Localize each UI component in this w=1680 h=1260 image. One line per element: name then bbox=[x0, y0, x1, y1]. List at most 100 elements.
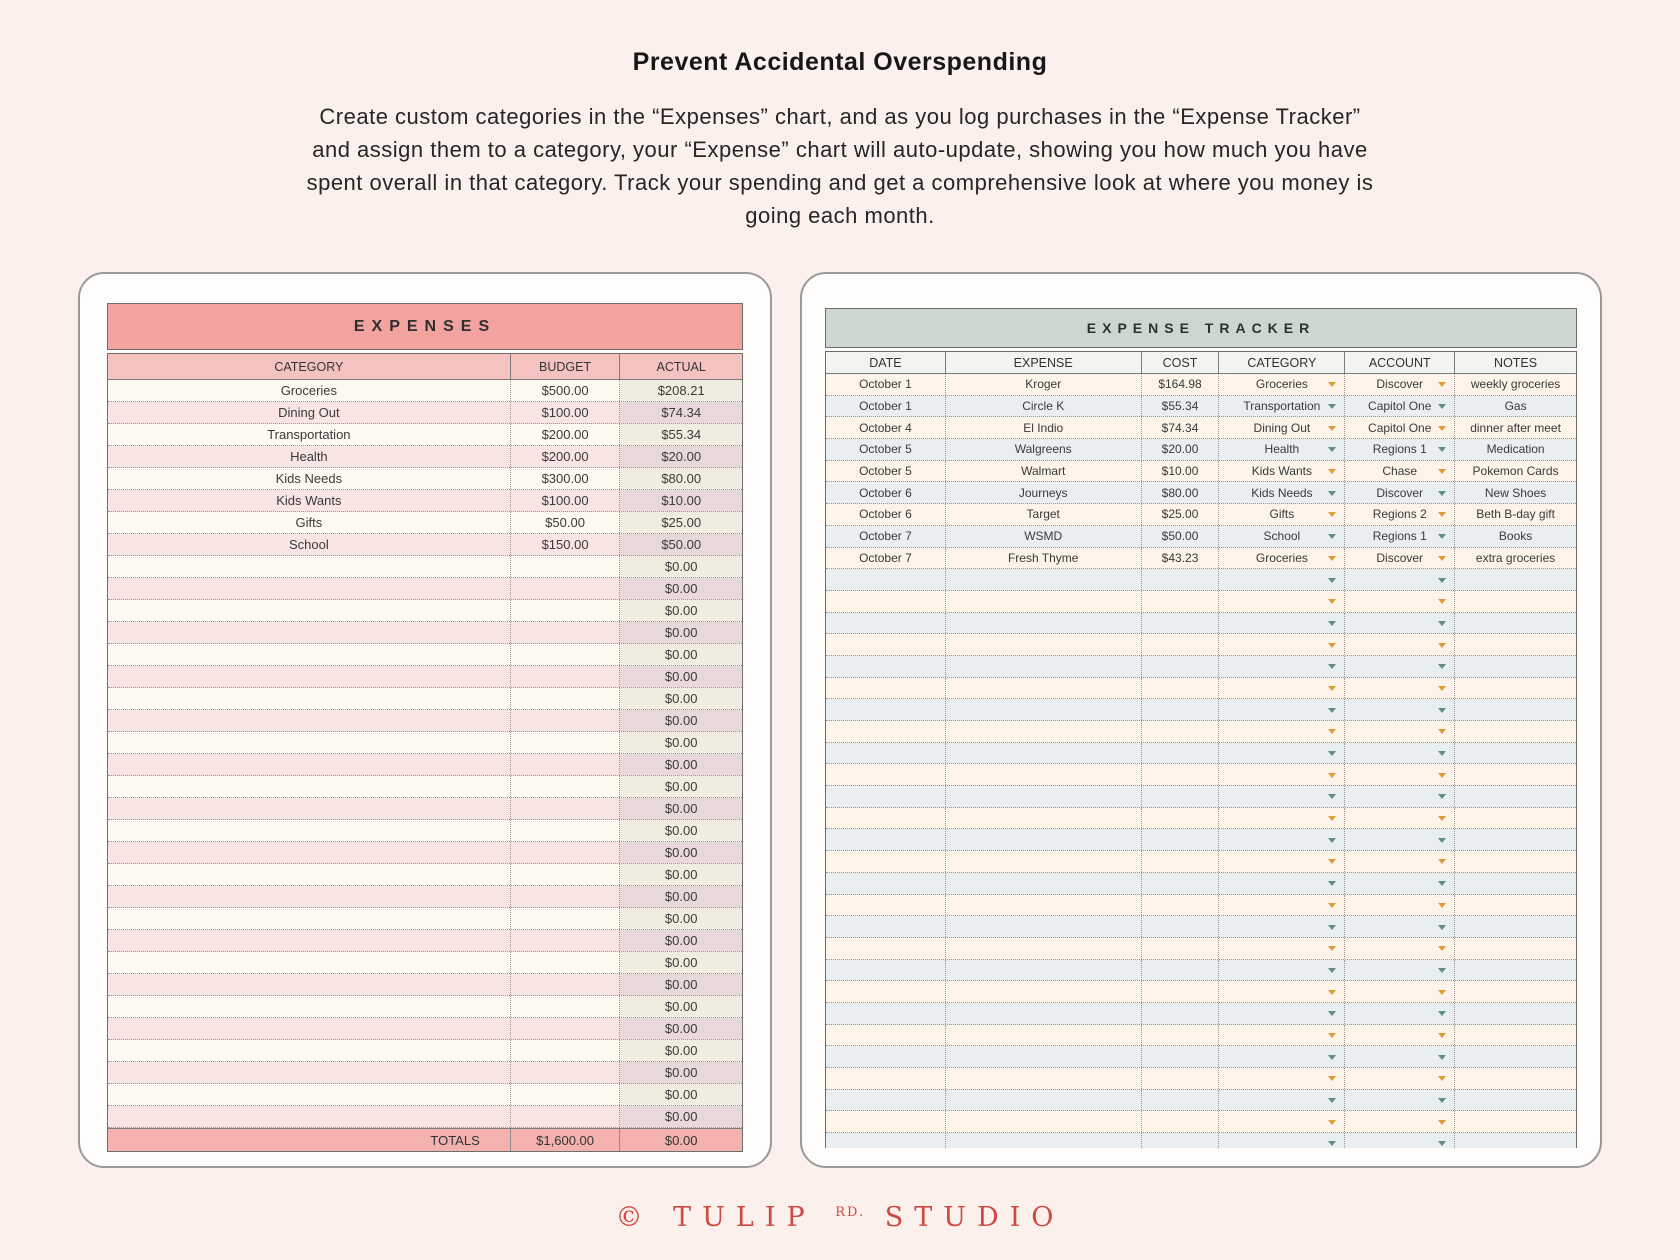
notes-cell[interactable] bbox=[1455, 808, 1576, 829]
category-cell[interactable] bbox=[1219, 1111, 1346, 1133]
notes-cell[interactable] bbox=[1455, 1090, 1576, 1111]
account-cell[interactable] bbox=[1345, 1133, 1456, 1148]
notes-cell[interactable] bbox=[1455, 1003, 1576, 1024]
dropdown-arrow-icon[interactable] bbox=[1438, 729, 1447, 735]
dropdown-arrow-icon[interactable] bbox=[1328, 664, 1337, 670]
dropdown-arrow-icon[interactable] bbox=[1438, 1011, 1447, 1017]
dropdown-arrow-icon[interactable] bbox=[1438, 989, 1447, 995]
category-cell[interactable]: Transportation bbox=[1219, 395, 1346, 417]
dropdown-arrow-icon[interactable] bbox=[1328, 1032, 1337, 1038]
category-cell[interactable] bbox=[1219, 981, 1346, 1002]
category-cell[interactable] bbox=[108, 644, 511, 665]
category-cell[interactable]: Transportation bbox=[108, 424, 511, 445]
dropdown-arrow-icon[interactable] bbox=[1328, 404, 1337, 410]
dropdown-arrow-icon[interactable] bbox=[1328, 902, 1337, 908]
category-cell[interactable] bbox=[1219, 916, 1346, 937]
category-cell[interactable] bbox=[108, 622, 511, 643]
category-cell[interactable] bbox=[1219, 894, 1346, 916]
category-cell[interactable]: School bbox=[1219, 525, 1346, 547]
notes-cell[interactable] bbox=[1455, 678, 1576, 699]
notes-cell[interactable] bbox=[1455, 764, 1576, 785]
dropdown-arrow-icon[interactable] bbox=[1438, 664, 1447, 670]
dropdown-arrow-icon[interactable] bbox=[1328, 1054, 1337, 1060]
notes-cell[interactable] bbox=[1455, 613, 1576, 634]
budget-cell[interactable] bbox=[511, 996, 621, 1017]
cost-cell[interactable]: $164.98 bbox=[1142, 374, 1220, 395]
date-cell[interactable] bbox=[826, 786, 946, 807]
dropdown-arrow-icon[interactable] bbox=[1328, 751, 1337, 757]
category-cell[interactable] bbox=[1219, 699, 1346, 720]
budget-cell[interactable] bbox=[511, 622, 621, 643]
dropdown-arrow-icon[interactable] bbox=[1438, 469, 1447, 475]
account-cell[interactable] bbox=[1345, 569, 1456, 590]
expense-cell[interactable]: Circle K bbox=[946, 395, 1142, 417]
cost-cell[interactable]: $55.34 bbox=[1142, 395, 1220, 417]
category-cell[interactable] bbox=[108, 1106, 511, 1127]
notes-cell[interactable]: Books bbox=[1498, 529, 1533, 544]
budget-cell[interactable] bbox=[511, 1062, 621, 1083]
category-cell[interactable] bbox=[1219, 655, 1346, 677]
date-cell[interactable] bbox=[826, 764, 946, 786]
account-cell[interactable] bbox=[1345, 786, 1456, 807]
cost-cell[interactable] bbox=[1142, 981, 1220, 1002]
category-cell[interactable] bbox=[1219, 569, 1346, 590]
actual-cell[interactable]: $74.34 bbox=[620, 402, 742, 423]
category-cell[interactable]: Kids Wants bbox=[1219, 460, 1346, 482]
category-cell[interactable] bbox=[1219, 1046, 1346, 1067]
cost-cell[interactable]: $20.00 bbox=[1142, 439, 1220, 460]
cost-cell[interactable] bbox=[1142, 851, 1220, 872]
account-cell[interactable] bbox=[1345, 981, 1456, 1002]
account-cell[interactable] bbox=[1345, 851, 1456, 872]
dropdown-arrow-icon[interactable] bbox=[1438, 707, 1447, 713]
date-cell[interactable] bbox=[826, 655, 946, 677]
account-cell[interactable] bbox=[1345, 721, 1456, 742]
notes-cell[interactable] bbox=[1455, 786, 1576, 807]
dropdown-arrow-icon[interactable] bbox=[1438, 1141, 1447, 1147]
dropdown-arrow-icon[interactable] bbox=[1438, 772, 1447, 778]
actual-cell[interactable]: $80.00 bbox=[620, 468, 742, 489]
category-cell[interactable] bbox=[1219, 764, 1346, 786]
actual-cell[interactable]: $0.00 bbox=[620, 1040, 742, 1061]
account-cell[interactable] bbox=[1345, 590, 1456, 612]
actual-cell[interactable]: $0.00 bbox=[620, 908, 742, 929]
dropdown-arrow-icon[interactable] bbox=[1328, 512, 1337, 518]
account-cell[interactable] bbox=[1345, 937, 1456, 959]
dropdown-arrow-icon[interactable] bbox=[1328, 447, 1337, 453]
account-cell[interactable] bbox=[1345, 677, 1456, 699]
expense-cell[interactable] bbox=[946, 612, 1142, 634]
category-cell[interactable] bbox=[1219, 829, 1346, 851]
category-cell[interactable] bbox=[108, 556, 511, 577]
cost-cell[interactable] bbox=[1142, 721, 1220, 742]
dropdown-arrow-icon[interactable] bbox=[1328, 685, 1337, 691]
date-cell[interactable]: October 1 bbox=[826, 395, 946, 417]
notes-cell[interactable] bbox=[1455, 895, 1576, 916]
account-cell[interactable]: Discover bbox=[1345, 547, 1456, 569]
actual-cell[interactable]: $0.00 bbox=[620, 776, 742, 797]
category-cell[interactable]: Groceries bbox=[108, 380, 511, 401]
category-cell[interactable] bbox=[1219, 677, 1346, 699]
date-cell[interactable] bbox=[826, 916, 946, 937]
notes-cell[interactable] bbox=[1455, 829, 1576, 850]
date-cell[interactable]: October 7 bbox=[826, 525, 946, 547]
budget-cell[interactable] bbox=[511, 732, 621, 753]
category-cell[interactable] bbox=[1219, 807, 1346, 829]
expense-cell[interactable] bbox=[946, 721, 1142, 742]
notes-cell[interactable] bbox=[1455, 634, 1576, 655]
notes-cell[interactable] bbox=[1455, 1068, 1576, 1089]
dropdown-arrow-icon[interactable] bbox=[1438, 425, 1447, 431]
actual-cell[interactable]: $0.00 bbox=[620, 1084, 742, 1105]
dropdown-arrow-icon[interactable] bbox=[1328, 924, 1337, 930]
account-cell[interactable] bbox=[1345, 916, 1456, 937]
cost-cell[interactable] bbox=[1142, 937, 1220, 959]
account-cell[interactable] bbox=[1345, 699, 1456, 720]
expense-cell[interactable]: Kroger bbox=[946, 374, 1142, 395]
notes-cell[interactable] bbox=[1455, 1111, 1576, 1132]
category-cell[interactable]: Gifts bbox=[108, 512, 511, 533]
actual-cell[interactable]: $20.00 bbox=[620, 446, 742, 467]
cost-cell[interactable]: $25.00 bbox=[1142, 504, 1220, 525]
cost-cell[interactable] bbox=[1142, 764, 1220, 786]
budget-cell[interactable]: $500.00 bbox=[511, 380, 621, 401]
budget-cell[interactable] bbox=[511, 886, 621, 907]
totals-actual-cell[interactable]: $0.00 bbox=[664, 1132, 698, 1148]
dropdown-arrow-icon[interactable] bbox=[1438, 1098, 1447, 1104]
